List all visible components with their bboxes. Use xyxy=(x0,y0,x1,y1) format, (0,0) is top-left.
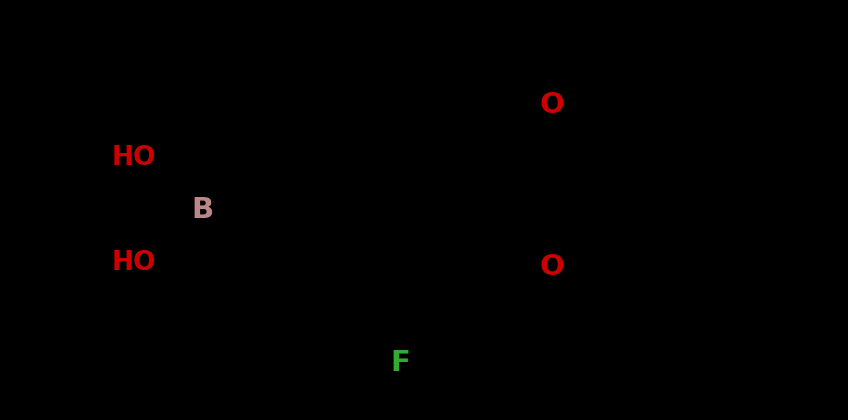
Text: HO: HO xyxy=(112,250,157,276)
Text: O: O xyxy=(539,91,565,119)
Text: O: O xyxy=(539,253,565,281)
Text: HO: HO xyxy=(112,145,157,171)
Text: B: B xyxy=(191,196,213,224)
Text: F: F xyxy=(390,349,410,377)
